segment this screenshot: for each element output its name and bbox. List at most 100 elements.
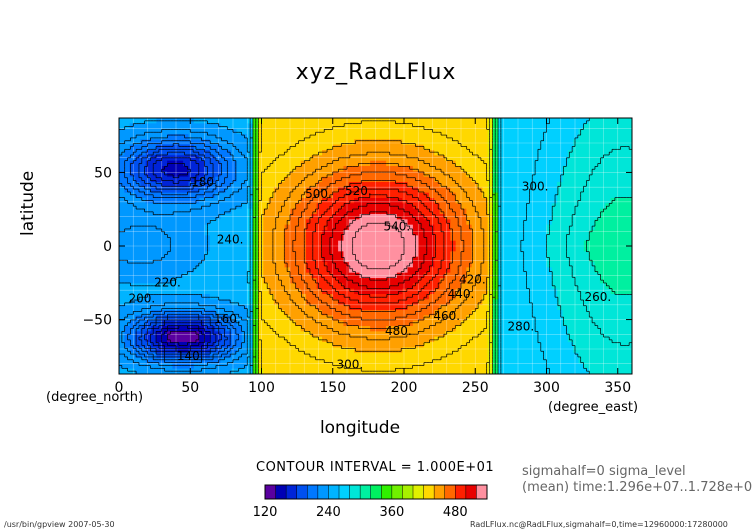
heatmap-cell bbox=[407, 118, 414, 124]
heatmap-cell bbox=[268, 246, 275, 252]
heatmap-cell bbox=[332, 176, 339, 183]
heatmap-cell bbox=[375, 256, 382, 263]
heatmap-cell bbox=[172, 246, 179, 252]
heatmap-cell bbox=[396, 187, 403, 194]
heatmap-cell bbox=[605, 214, 612, 220]
heatmap-cell bbox=[370, 278, 377, 284]
heatmap-cell bbox=[225, 256, 232, 263]
heatmap-cell bbox=[482, 192, 489, 199]
heatmap-cell bbox=[220, 299, 227, 306]
heatmap-cell bbox=[541, 166, 548, 172]
heatmap-cell bbox=[487, 315, 494, 322]
heatmap-cell bbox=[583, 256, 590, 263]
heatmap-cell bbox=[188, 230, 195, 236]
heatmap-cell bbox=[583, 262, 590, 268]
heatmap-cell bbox=[348, 352, 355, 359]
heatmap-cell bbox=[509, 203, 516, 210]
heatmap-cell bbox=[295, 310, 302, 316]
heatmap-cell bbox=[621, 347, 628, 354]
heatmap-cell bbox=[327, 166, 334, 172]
heatmap-cell bbox=[471, 128, 478, 135]
heatmap-cell bbox=[471, 347, 478, 354]
heatmap-cell bbox=[461, 171, 467, 178]
heatmap-cell bbox=[263, 256, 270, 263]
heatmap-cell bbox=[145, 166, 152, 172]
heatmap-cell bbox=[204, 347, 211, 354]
heatmap-cell bbox=[487, 144, 494, 151]
heatmap-cell bbox=[503, 262, 510, 268]
heatmap-cell bbox=[423, 155, 430, 162]
heatmap-cell bbox=[535, 251, 542, 258]
heatmap-cell bbox=[279, 155, 286, 162]
heatmap-cell bbox=[204, 267, 211, 274]
heatmap-cell bbox=[257, 251, 264, 258]
heatmap-cell bbox=[423, 139, 430, 146]
heatmap-cell bbox=[135, 251, 141, 258]
heatmap-cell bbox=[493, 342, 500, 348]
heatmap-cell bbox=[332, 320, 339, 327]
heatmap-cell bbox=[129, 144, 136, 151]
heatmap-cell bbox=[209, 278, 216, 284]
heatmap-cell bbox=[546, 251, 553, 258]
heatmap-cell bbox=[557, 219, 564, 226]
heatmap-cell bbox=[535, 198, 542, 204]
heatmap-cell bbox=[177, 144, 184, 151]
heatmap-cell bbox=[172, 310, 179, 316]
heatmap-cell bbox=[546, 187, 553, 194]
heatmap-cell bbox=[434, 203, 441, 210]
heatmap-cell bbox=[583, 128, 590, 135]
heatmap-cell bbox=[461, 336, 467, 343]
heatmap-cell bbox=[477, 368, 483, 374]
heatmap-cell bbox=[583, 144, 590, 151]
heatmap-cell bbox=[557, 294, 564, 300]
heatmap-cell bbox=[503, 368, 510, 374]
heatmap-cell bbox=[423, 278, 430, 284]
heatmap-cell bbox=[509, 128, 516, 135]
heatmap-cell bbox=[418, 155, 425, 162]
heatmap-cell bbox=[225, 123, 232, 130]
heatmap-cell bbox=[311, 310, 318, 316]
heatmap-cell bbox=[316, 294, 323, 300]
heatmap-cell bbox=[161, 214, 168, 220]
heatmap-cell bbox=[444, 235, 451, 242]
heatmap-cell bbox=[220, 160, 227, 167]
heatmap-cell bbox=[567, 187, 574, 194]
heatmap-cell bbox=[359, 166, 366, 172]
heatmap-cell bbox=[455, 320, 462, 327]
heatmap-cell bbox=[332, 192, 339, 199]
heatmap-cell bbox=[231, 278, 238, 284]
heatmap-cell bbox=[610, 272, 617, 279]
heatmap-cell bbox=[370, 251, 377, 258]
heatmap-cell bbox=[396, 224, 403, 231]
heatmap-cell bbox=[599, 267, 606, 274]
heatmap-cell bbox=[343, 251, 350, 258]
heatmap-cell bbox=[525, 144, 532, 151]
heatmap-cell bbox=[396, 150, 403, 156]
heatmap-cell bbox=[557, 203, 564, 210]
heatmap-cell bbox=[290, 224, 296, 231]
heatmap-cell bbox=[412, 134, 419, 140]
heatmap-cell bbox=[257, 230, 264, 236]
heatmap-cell bbox=[386, 299, 393, 306]
heatmap-cell bbox=[466, 272, 473, 279]
heatmap-cell bbox=[129, 304, 136, 311]
heatmap-cell bbox=[306, 144, 312, 151]
heatmap-cell bbox=[364, 128, 371, 135]
heatmap-cell bbox=[177, 224, 184, 231]
heatmap-cell bbox=[231, 166, 238, 172]
heatmap-cell bbox=[129, 256, 136, 263]
heatmap-cell bbox=[589, 288, 596, 295]
heatmap-cell bbox=[562, 198, 569, 204]
heatmap-cell bbox=[466, 118, 473, 124]
heatmap-cell bbox=[220, 320, 227, 327]
heatmap-cell bbox=[551, 272, 558, 279]
heatmap-cell bbox=[140, 304, 147, 311]
heatmap-cell bbox=[450, 150, 457, 156]
heatmap-cell bbox=[471, 294, 478, 300]
heatmap-cell bbox=[434, 219, 441, 226]
heatmap-cell bbox=[338, 214, 345, 220]
heatmap-cell bbox=[380, 214, 387, 220]
heatmap-cell bbox=[605, 134, 612, 140]
heatmap-cell bbox=[626, 299, 632, 306]
heatmap-cell bbox=[567, 166, 574, 172]
